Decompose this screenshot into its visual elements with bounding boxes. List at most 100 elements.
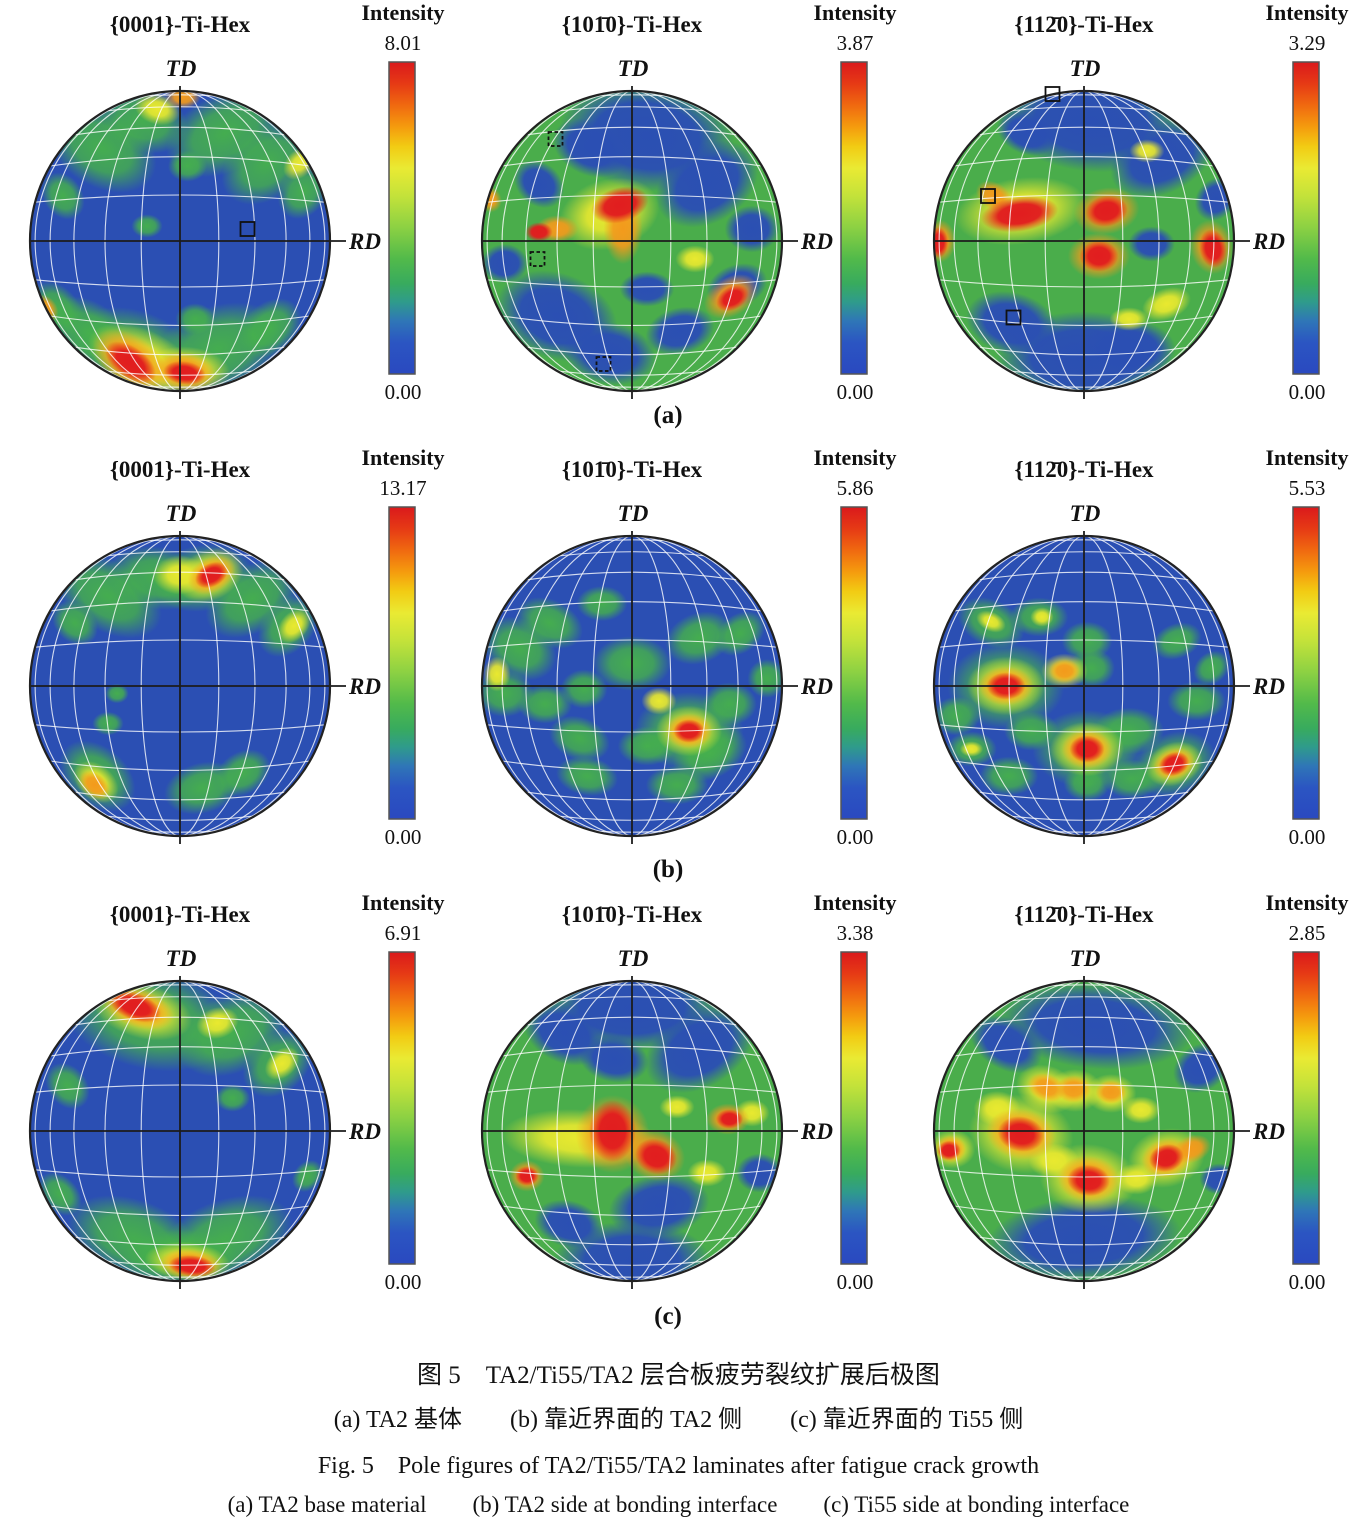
colorbar-min-value: 0.00 (385, 380, 422, 404)
panel-title: {112̄0}-Ti-Hex (1014, 457, 1154, 482)
colorbar-title: Intensity (813, 445, 896, 470)
td-axis-label: TD (1070, 56, 1101, 81)
colorbar-title: Intensity (813, 890, 896, 915)
caption-subtitle-cn: (a) TA2 基体 (b) 靠近界面的 TA2 侧 (c) 靠近界面的 Ti5… (333, 1407, 1024, 1433)
rd-axis-label: RD (348, 1119, 381, 1144)
colorbar-max-value: 8.01 (385, 31, 422, 55)
pole-figure-rim (932, 534, 1236, 838)
colorbar-max-value: 3.29 (1289, 31, 1326, 55)
colorbar-min-value: 0.00 (837, 380, 874, 404)
row-label-b: (b) (652, 856, 684, 883)
pole-figure: {112̄0}-Ti-Hex TD RD Intensity 3.29 0.00 (932, 0, 1349, 404)
panel-title: {101̄0}-Ti-Hex (562, 902, 703, 927)
axes (30, 531, 346, 844)
colorbar (388, 61, 416, 375)
panel-title: {101̄0}-Ti-Hex (562, 457, 703, 482)
axes (482, 86, 798, 399)
colorbar (840, 506, 868, 820)
colorbar (1292, 951, 1320, 1265)
axes (934, 531, 1250, 844)
td-axis-label: TD (166, 946, 197, 971)
colorbar-max-value: 2.85 (1289, 921, 1326, 945)
pole-figure-rim (28, 979, 332, 1283)
caption-subtitle-en: (a) TA2 base material (b) TA2 side at bo… (227, 1492, 1130, 1517)
pole-figure-rim (932, 89, 1236, 393)
pole-figure: {112̄0}-Ti-Hex TD RD Intensity 5.53 0.00 (932, 445, 1349, 849)
colorbar-min-value: 0.00 (837, 825, 874, 849)
intensity-blobs (935, 597, 1230, 802)
colorbar-min-value: 0.00 (1289, 825, 1326, 849)
colorbar-min-value: 0.00 (385, 1270, 422, 1294)
rd-axis-label: RD (800, 1119, 833, 1144)
colorbar (840, 61, 868, 375)
colorbar (388, 506, 416, 820)
panel-title: {112̄0}-Ti-Hex (1014, 902, 1154, 927)
colorbar (1292, 506, 1320, 820)
colorbar-title: Intensity (361, 890, 444, 915)
figure-caption: 图 5 TA2/Ti55/TA2 层合板疲劳裂纹扩展后极图 (a) TA2 基体… (0, 1335, 1357, 1526)
rd-axis-label: RD (348, 229, 381, 254)
colorbar-min-value: 0.00 (385, 825, 422, 849)
pole-figure-panel-a2: {101̄0}-Ti-Hex TD RD Intensity 3.87 0.00 (452, 0, 905, 445)
colorbar-max-value: 13.17 (379, 476, 426, 500)
td-axis-label: TD (618, 501, 649, 526)
rd-axis-label: RD (1252, 1119, 1285, 1144)
td-axis-label: TD (166, 501, 197, 526)
rd-axis-label: RD (800, 674, 833, 699)
colorbar-title: Intensity (1265, 445, 1348, 470)
td-axis-label: TD (166, 56, 197, 81)
pole-figure-panel-b2: {101̄0}-Ti-Hex TD RD Intensity 5.86 0.00 (452, 445, 905, 890)
rd-axis-label: RD (348, 674, 381, 699)
panel-title: {112̄0}-Ti-Hex (1014, 12, 1154, 37)
pole-figure-panel-b3: {112̄0}-Ti-Hex TD RD Intensity 5.53 0.00 (904, 445, 1357, 890)
td-axis-label: TD (1070, 946, 1101, 971)
row-label-c: (c) (654, 1303, 682, 1330)
colorbar-min-value: 0.00 (1289, 380, 1326, 404)
colorbar-title: Intensity (813, 0, 896, 25)
colorbar-title: Intensity (361, 445, 444, 470)
axes (934, 976, 1250, 1289)
pole-figure: {0001}-Ti-Hex TD RD Intensity 8.01 0.00 (28, 0, 445, 404)
pole-figure-panel-a1: {0001}-Ti-Hex TD RD Intensity 8.01 0.00 (0, 0, 453, 445)
intensity-blobs (935, 92, 1233, 390)
pole-figure-rim (480, 534, 784, 838)
pole-figure: {101̄0}-Ti-Hex TD RD Intensity 5.86 0.00 (480, 445, 897, 849)
pole-figure-grid: {0001}-Ti-Hex TD RD Intensity 8.01 0.00 {101̄0… (0, 0, 1357, 1335)
pole-figure-panel-c2: {101̄0}-Ti-Hex TD RD Intensity 3.38 0.00 (452, 890, 905, 1335)
rd-axis-label: RD (800, 229, 833, 254)
rd-axis-label: RD (1252, 674, 1285, 699)
colorbar (840, 951, 868, 1265)
colorbar-min-value: 0.00 (837, 1270, 874, 1294)
pole-figure-panel-a3: {112̄0}-Ti-Hex TD RD Intensity 3.29 0.00 (904, 0, 1357, 445)
axes (30, 976, 346, 1289)
colorbar-title: Intensity (1265, 0, 1348, 25)
td-axis-label: TD (1070, 501, 1101, 526)
axes (934, 86, 1250, 399)
pole-figure-rim (480, 89, 784, 393)
colorbar-title: Intensity (1265, 890, 1348, 915)
pole-figure: {101̄0}-Ti-Hex TD RD Intensity 3.87 0.00 (480, 0, 897, 404)
pole-figure-rim (480, 979, 784, 1283)
pole-figure: {0001}-Ti-Hex TD RD Intensity 13.17 0.00 (28, 445, 445, 849)
row-label-a: (a) (653, 402, 683, 429)
rd-axis-label: RD (1252, 229, 1285, 254)
pole-figure: {112̄0}-Ti-Hex TD RD Intensity 2.85 0.00 (932, 890, 1349, 1294)
colorbar (1292, 61, 1320, 375)
orientation-marker-squares (239, 221, 256, 237)
colorbar (388, 951, 416, 1265)
orientation-marker-squares (529, 131, 612, 372)
pole-figure-panel-b1: {0001}-Ti-Hex TD RD Intensity 13.17 0.00 (0, 445, 453, 890)
caption-title-en: Fig. 5 Pole figures of TA2/Ti55/TA2 lami… (317, 1453, 1040, 1479)
pole-figure-rim (28, 534, 332, 838)
caption-title-cn: 图 5 TA2/Ti55/TA2 层合板疲劳裂纹扩展后极图 (417, 1362, 940, 1389)
colorbar-max-value: 6.91 (385, 921, 422, 945)
panel-title: {0001}-Ti-Hex (110, 457, 251, 482)
axes (30, 86, 346, 399)
panel-title: {0001}-Ti-Hex (110, 12, 251, 37)
colorbar-max-value: 5.86 (837, 476, 874, 500)
colorbar-max-value: 5.53 (1289, 476, 1326, 500)
td-axis-label: TD (618, 56, 649, 81)
pole-figure: {101̄0}-Ti-Hex TD RD Intensity 3.38 0.00 (480, 890, 897, 1294)
colorbar-title: Intensity (361, 0, 444, 25)
